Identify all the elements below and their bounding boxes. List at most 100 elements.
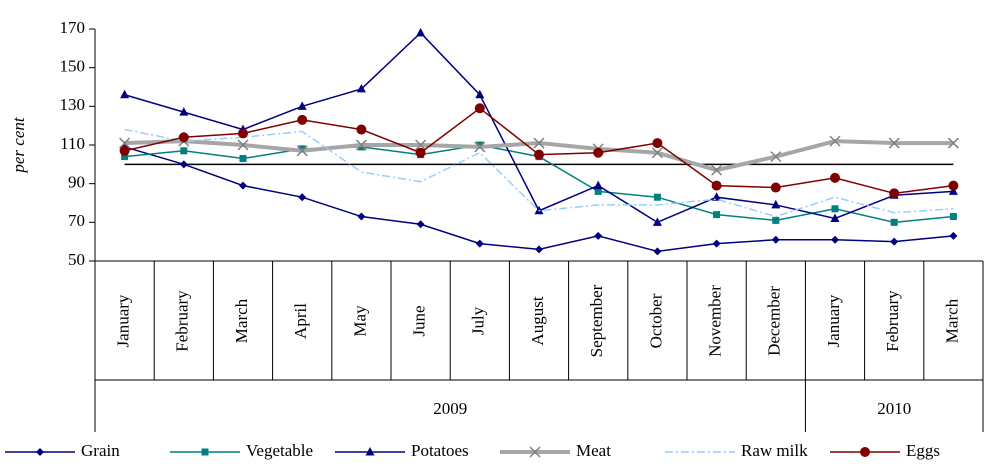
point [297,101,307,110]
x-tick-label: March [232,298,251,343]
legend-label: Raw milk [741,441,808,460]
point [180,147,188,155]
point [298,193,307,202]
point [355,139,367,151]
point [949,231,958,240]
point [771,199,781,209]
legend-item: Raw milk [665,441,808,460]
point [948,180,959,191]
legend-item: Grain [5,441,120,460]
legend-label: Vegetable [246,441,313,460]
legend-item: Vegetable [170,441,313,460]
legend-label: Grain [81,441,120,460]
x-tick-label: January [824,294,843,347]
point [593,180,603,190]
point [237,139,249,151]
legend-item: Potatoes [335,441,469,460]
series-line [124,31,954,224]
point [296,145,308,157]
point [771,235,780,244]
x-tick-label: August [528,296,547,345]
x-tick-label: April [291,303,310,339]
y-tick-label: 110 [60,134,85,153]
point [529,446,541,458]
y-axis-label: per cent [9,116,28,174]
point [415,147,426,158]
point [36,448,44,456]
point [713,211,721,219]
point [594,187,602,195]
y-tick-label: 170 [60,18,86,37]
point [652,217,662,226]
point [534,149,544,160]
point [711,164,723,176]
x-group-label: 2010 [877,399,911,418]
x-tick-label: February [173,290,192,352]
point [890,218,898,226]
point [830,213,840,222]
x-group-label: 2009 [433,399,467,418]
point [416,220,425,229]
legend-label: Meat [576,441,611,460]
x-tick-label: March [942,298,961,343]
point [297,114,308,125]
point [475,239,484,248]
point [890,237,899,246]
point [179,107,189,116]
point [829,135,841,147]
point [474,103,485,114]
x-tick-label: September [587,284,606,357]
x-tick-label: October [646,293,665,348]
x-tick-label: January [114,294,133,347]
point [652,138,663,149]
point [179,160,188,169]
point [178,132,189,143]
point [415,139,427,151]
point [653,247,662,256]
point [831,235,839,244]
point [120,89,130,99]
point [533,137,545,149]
point [888,137,900,149]
legend-item: Meat [500,441,611,460]
point [831,205,839,213]
legend-item: Eggs [830,441,940,460]
point [416,27,426,37]
y-tick-label: 50 [68,250,85,269]
x-tick-label: May [350,305,369,337]
y-tick-label: 130 [60,95,86,114]
point [357,212,366,221]
point [860,447,870,457]
point [535,245,543,254]
point [238,128,248,139]
point [770,182,781,193]
point [949,213,957,221]
point [475,89,485,99]
point [356,124,367,135]
legend-label: Eggs [906,441,940,460]
y-tick-label: 90 [68,173,85,192]
point [474,141,486,153]
x-tick-label: July [469,306,488,335]
series-line [124,128,954,218]
point [948,186,958,195]
point [593,147,604,158]
point [889,188,900,199]
point [594,231,603,240]
point [712,239,721,248]
y-tick-label: 150 [60,57,86,76]
x-tick-label: June [410,305,429,336]
legend-label: Potatoes [411,441,469,460]
point [712,192,722,201]
point [830,172,840,183]
y-tick-label: 70 [68,211,85,230]
point [651,147,663,159]
point [119,145,130,156]
point [711,180,722,191]
x-tick-label: November [706,285,725,357]
x-tick-label: December [765,286,784,356]
point [772,216,780,224]
point [947,137,959,149]
point [653,193,661,201]
